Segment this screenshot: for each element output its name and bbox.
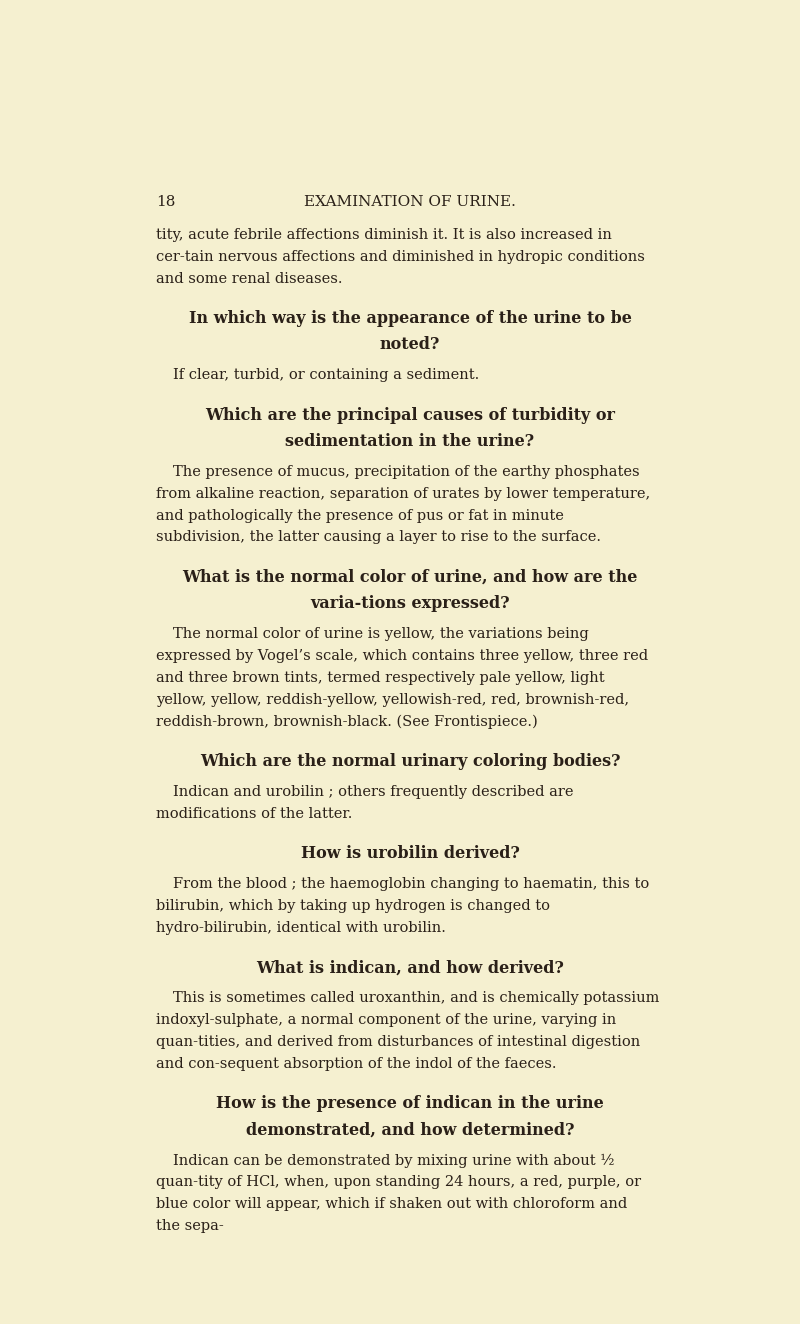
Text: quan-tity of HCl, when, upon standing 24 hours, a red, purple, or: quan-tity of HCl, when, upon standing 24… bbox=[156, 1176, 641, 1189]
Text: 18: 18 bbox=[156, 195, 175, 209]
Text: sedimentation in the urine?: sedimentation in the urine? bbox=[286, 433, 534, 450]
Text: How is the presence of indican in the urine: How is the presence of indican in the ur… bbox=[216, 1095, 604, 1112]
Text: The presence of mucus, precipitation of the earthy phosphates: The presence of mucus, precipitation of … bbox=[173, 465, 640, 479]
Text: What is indican, and how derived?: What is indican, and how derived? bbox=[256, 959, 564, 976]
Text: yellow, yellow, reddish-yellow, yellowish-red, red, brownish-red,: yellow, yellow, reddish-yellow, yellowis… bbox=[156, 692, 629, 707]
Text: Indican can be demonstrated by mixing urine with about ½: Indican can be demonstrated by mixing ur… bbox=[173, 1153, 614, 1168]
Text: Which are the normal urinary coloring bodies?: Which are the normal urinary coloring bo… bbox=[200, 753, 620, 769]
Text: From the blood ; the haemoglobin changing to haematin, this to: From the blood ; the haemoglobin changin… bbox=[173, 876, 650, 891]
Text: the sepa-: the sepa- bbox=[156, 1219, 223, 1233]
Text: tity, acute febrile affections diminish it. It is also increased in: tity, acute febrile affections diminish … bbox=[156, 228, 612, 242]
Text: from alkaline reaction, separation of urates by lower temperature,: from alkaline reaction, separation of ur… bbox=[156, 487, 650, 500]
Text: What is the normal color of urine, and how are the: What is the normal color of urine, and h… bbox=[182, 569, 638, 585]
Text: modifications of the latter.: modifications of the latter. bbox=[156, 806, 352, 821]
Text: hydro-bilirubin, identical with urobilin.: hydro-bilirubin, identical with urobilin… bbox=[156, 922, 446, 935]
Text: EXAMINATION OF URINE.: EXAMINATION OF URINE. bbox=[304, 195, 516, 209]
Text: varia-tions expressed?: varia-tions expressed? bbox=[310, 594, 510, 612]
Text: Which are the principal causes of turbidity or: Which are the principal causes of turbid… bbox=[205, 406, 615, 424]
Text: and three brown tints, termed respectively pale yellow, light: and three brown tints, termed respective… bbox=[156, 671, 605, 685]
Text: expressed by Vogel’s scale, which contains three yellow, three red: expressed by Vogel’s scale, which contai… bbox=[156, 649, 648, 663]
Text: bilirubin, which by taking up hydrogen is changed to: bilirubin, which by taking up hydrogen i… bbox=[156, 899, 550, 914]
Text: and some renal diseases.: and some renal diseases. bbox=[156, 271, 342, 286]
Text: reddish-brown, brownish-black. (See Frontispiece.): reddish-brown, brownish-black. (See Fron… bbox=[156, 715, 538, 730]
Text: cer-tain nervous affections and diminished in hydropic conditions: cer-tain nervous affections and diminish… bbox=[156, 250, 645, 263]
Text: quan-tities, and derived from disturbances of intestinal digestion: quan-tities, and derived from disturbanc… bbox=[156, 1035, 640, 1049]
Text: indoxyl-sulphate, a normal component of the urine, varying in: indoxyl-sulphate, a normal component of … bbox=[156, 1013, 616, 1027]
Text: The normal color of urine is yellow, the variations being: The normal color of urine is yellow, the… bbox=[173, 626, 589, 641]
Text: and con-sequent absorption of the indol of the faeces.: and con-sequent absorption of the indol … bbox=[156, 1057, 556, 1071]
Text: Indican and urobilin ; others frequently described are: Indican and urobilin ; others frequently… bbox=[173, 785, 574, 798]
Text: This is sometimes called uroxanthin, and is chemically potassium: This is sometimes called uroxanthin, and… bbox=[173, 992, 659, 1005]
Text: noted?: noted? bbox=[380, 336, 440, 354]
Text: How is urobilin derived?: How is urobilin derived? bbox=[301, 845, 519, 862]
Text: subdivision, the latter causing a layer to rise to the surface.: subdivision, the latter causing a layer … bbox=[156, 531, 601, 544]
Text: In which way is the appearance of the urine to be: In which way is the appearance of the ur… bbox=[189, 310, 631, 327]
Text: If clear, turbid, or containing a sediment.: If clear, turbid, or containing a sedime… bbox=[173, 368, 479, 383]
Text: and pathologically the presence of pus or fat in minute: and pathologically the presence of pus o… bbox=[156, 508, 564, 523]
Text: blue color will appear, which if shaken out with chloroform and: blue color will appear, which if shaken … bbox=[156, 1197, 627, 1211]
Text: demonstrated, and how determined?: demonstrated, and how determined? bbox=[246, 1121, 574, 1139]
